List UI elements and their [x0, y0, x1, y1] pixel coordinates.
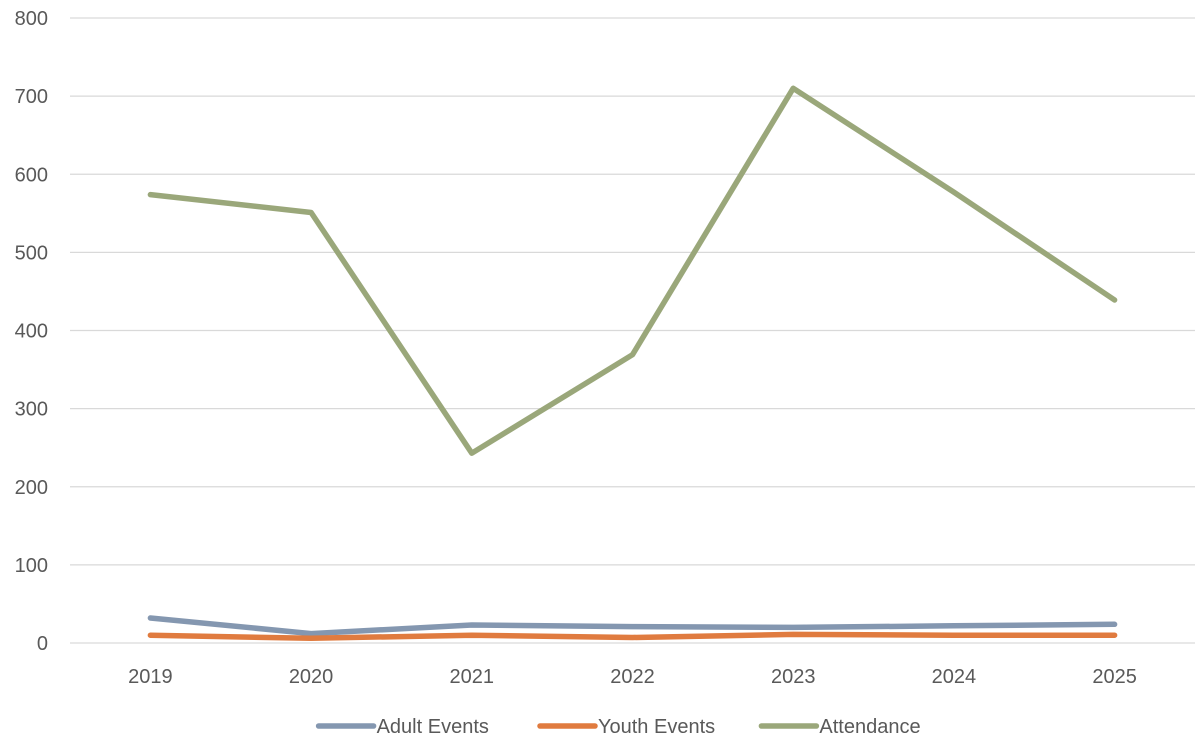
series-line-youth-events: [147, 631, 1118, 642]
series-line-attendance: [147, 85, 1118, 456]
legend-label: Attendance: [819, 716, 920, 738]
y-tick-label: 200: [15, 477, 48, 499]
x-tick-label: 2021: [450, 666, 495, 688]
legend-label: Youth Events: [598, 716, 715, 738]
x-tick-label: 2025: [1092, 666, 1137, 688]
y-tick-label: 0: [37, 633, 48, 655]
x-tick-label: 2020: [289, 666, 334, 688]
x-tick-label: 2022: [610, 666, 655, 688]
y-tick-label: 300: [15, 399, 48, 421]
x-tick-label: 2023: [771, 666, 816, 688]
x-axis: 2019 2020 2021 2022 2023 2024 2025: [128, 666, 1137, 688]
x-tick-label: 2019: [128, 666, 173, 688]
legend-item-youth-events: Youth Events: [537, 716, 715, 738]
legend-label: Adult Events: [377, 716, 489, 738]
x-tick-label: 2024: [932, 666, 977, 688]
series-line-adult-events: [147, 615, 1118, 637]
y-tick-label: 800: [15, 8, 48, 30]
legend: Adult Events Youth Events Attendance: [315, 716, 921, 738]
series-lines: [147, 85, 1118, 642]
y-tick-label: 600: [15, 164, 48, 186]
y-tick-label: 700: [15, 86, 48, 108]
y-tick-label: 100: [15, 555, 48, 577]
y-tick-label: 400: [15, 321, 48, 343]
legend-item-adult-events: Adult Events: [315, 716, 489, 738]
legend-item-attendance: Attendance: [758, 716, 921, 738]
y-tick-label: 500: [15, 242, 48, 264]
y-axis: 0 100 200 300 400 500 600 700 800: [15, 8, 48, 655]
gridlines: [70, 17, 1195, 644]
